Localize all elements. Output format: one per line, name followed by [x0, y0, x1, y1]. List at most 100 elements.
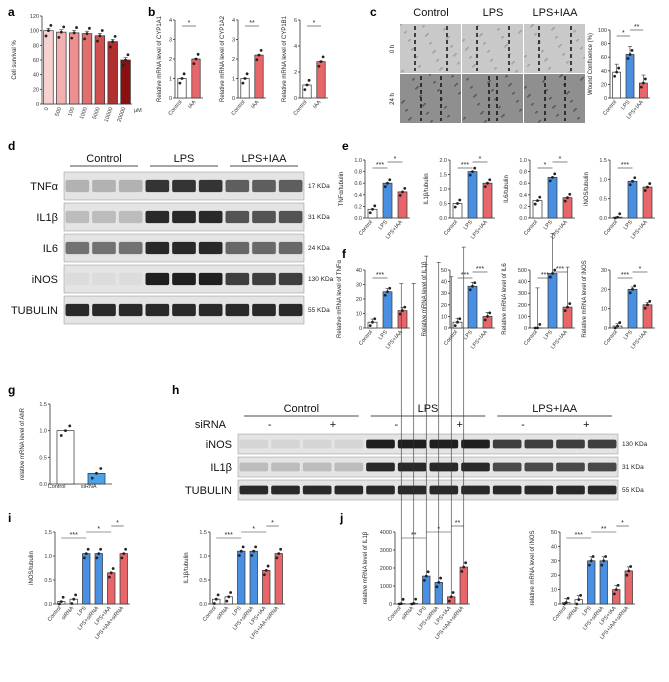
y-tick-label: 200	[518, 303, 527, 309]
bar-lps-sirna	[94, 553, 103, 605]
blot-strip	[237, 456, 619, 478]
chart-g: 0.0 0.5 1.0 1.5 relative mRNA level of AhR Co…	[20, 402, 112, 490]
cell-speck	[454, 85, 456, 87]
cell-speck	[487, 82, 489, 84]
cell-speck	[519, 110, 521, 112]
blot-band	[252, 179, 276, 193]
blot-band	[366, 439, 395, 449]
blot-band	[92, 179, 116, 193]
y-tick-label: 2	[294, 70, 297, 76]
x-tick-label: Control	[523, 219, 539, 236]
bar-lps-iaa-sirna	[274, 553, 283, 605]
cell-speck	[560, 75, 562, 77]
significance-label: *	[559, 156, 562, 163]
data-point	[551, 176, 554, 179]
data-point	[371, 320, 374, 324]
cell-speck	[520, 109, 522, 111]
blot-band	[461, 462, 490, 472]
cell-speck	[554, 105, 556, 107]
cell-speck	[444, 28, 446, 30]
data-point	[403, 187, 407, 190]
x-tick-label: LPS	[76, 605, 87, 617]
blot-band	[198, 272, 223, 286]
cell-speck	[553, 106, 555, 108]
blot-row-label: iNOS	[32, 274, 58, 286]
cell-speck	[570, 101, 572, 103]
cell-speck	[509, 84, 511, 86]
bar-lps	[627, 288, 638, 329]
data-point	[250, 554, 254, 557]
cell-speck	[543, 80, 545, 82]
blot-band	[556, 439, 585, 449]
chart-e1: 0.0 0.2 0.4 0.6 0.8 1.0 TNFα/tubulin Control LPS…	[339, 156, 410, 241]
y-tick-label: 1.0	[199, 554, 207, 560]
cell-speck	[580, 79, 582, 81]
blot-band	[118, 210, 143, 224]
data-point	[72, 31, 76, 35]
bar-1000	[81, 33, 93, 105]
y-tick-label: 30	[441, 291, 447, 297]
cell-speck	[432, 52, 434, 54]
data-point	[414, 597, 418, 601]
data-point	[180, 77, 184, 80]
chart-c: 0 20 40 60 80 100 Wound Confluence (%) Control L…	[588, 24, 650, 121]
y-tick-label: 40	[356, 268, 362, 274]
cell-speck	[525, 55, 527, 57]
cell-speck	[458, 62, 460, 64]
data-point	[639, 85, 643, 89]
blot-band	[278, 272, 303, 286]
cell-speck	[402, 70, 404, 72]
x-tick-label: Control	[358, 329, 374, 346]
y-tick-label: 0	[169, 96, 172, 102]
blot-band	[65, 179, 90, 193]
y-tick-label: 1.0	[519, 158, 527, 164]
cell-speck	[556, 115, 558, 117]
cell-speck	[465, 49, 467, 51]
cell-speck	[508, 85, 510, 87]
blot-strip	[237, 479, 619, 501]
data-point	[98, 34, 102, 38]
data-point	[49, 23, 53, 27]
x-tick-label: LPS	[463, 219, 474, 231]
y-tick-label: 1000	[380, 584, 392, 590]
significance-label: ***	[461, 272, 469, 279]
chart-f4: 0 10 20 30 Relative mRNA level of iNOS Contro…	[582, 260, 655, 351]
data-point	[275, 556, 279, 560]
y-axis-label: Relative mRNA level of CYP1A1	[157, 15, 163, 102]
blot-group-label: Control	[86, 153, 121, 165]
blot-band	[334, 485, 364, 495]
cell-speck	[469, 57, 471, 59]
data-point	[471, 170, 474, 174]
blot-band	[278, 179, 303, 193]
data-point	[486, 181, 489, 185]
significance-label: **	[601, 526, 607, 533]
y-tick-label: 0.5	[44, 578, 52, 584]
cell-speck	[422, 26, 424, 28]
cell-speck	[535, 33, 537, 35]
cell-speck	[484, 42, 486, 44]
cell-speck	[566, 62, 568, 64]
data-point	[628, 291, 632, 295]
cell-speck	[446, 38, 448, 40]
cell-speck	[433, 82, 435, 84]
cell-speck	[464, 117, 466, 119]
blot-band	[252, 241, 276, 255]
cell-speck	[509, 53, 511, 55]
bar-control	[452, 203, 463, 219]
blot-band	[239, 462, 269, 472]
data-point	[72, 597, 76, 601]
data-point	[536, 326, 539, 330]
blot-band	[118, 241, 143, 255]
cell-speck	[409, 118, 411, 120]
x-tick-label: 0	[44, 107, 51, 112]
data-point	[245, 72, 249, 76]
data-point	[589, 559, 593, 563]
y-tick-label: 4000	[380, 530, 392, 536]
y-tick-label: 0	[359, 326, 362, 332]
y-tick-label: 30	[356, 283, 362, 289]
data-point	[59, 30, 63, 34]
y-tick-label: 1.5	[39, 402, 47, 408]
x-tick-label: LPS	[623, 329, 634, 341]
y-tick-label: 0.2	[354, 204, 362, 210]
chart-b3: 0 2 4 6 Relative mRNA level of CYP1B1 Control…	[282, 15, 328, 117]
